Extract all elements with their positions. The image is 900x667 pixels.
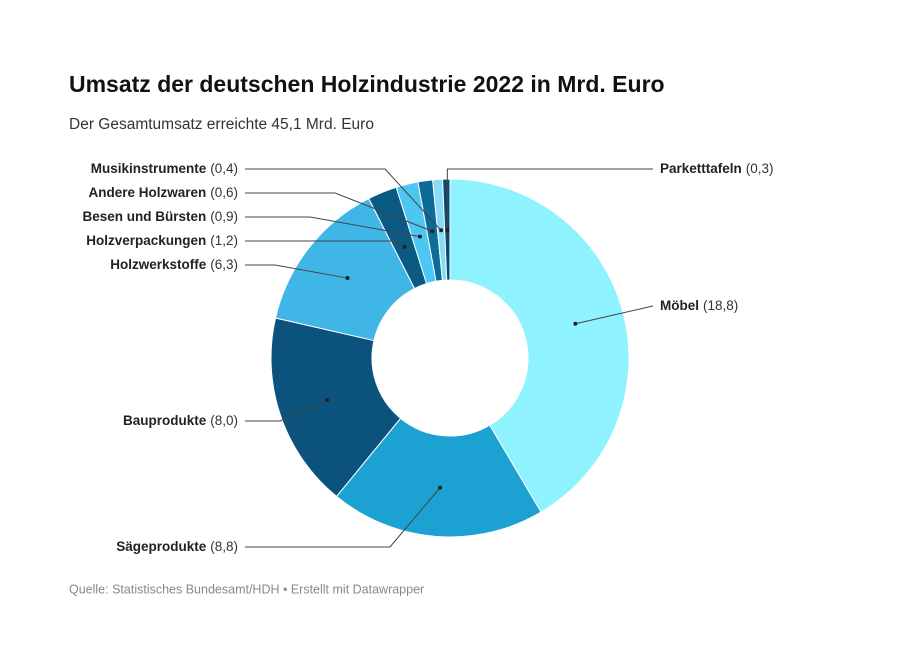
leader-dot	[445, 228, 450, 233]
slice-name: Bauprodukte	[123, 413, 207, 428]
slice-value: (8,8)	[210, 539, 238, 554]
slice-value: (0,6)	[210, 185, 238, 200]
slice-label: Parketttafeln (0,3)	[660, 161, 774, 176]
leader-line	[245, 264, 348, 279]
slice	[449, 178, 630, 513]
slice-label: Andere Holzwaren (0,6)	[88, 185, 238, 200]
leader-line	[446, 168, 653, 231]
slice-label: Bauprodukte (8,0)	[123, 413, 238, 428]
leader-line	[245, 168, 442, 231]
slice-label: Musikinstrumente (0,4)	[91, 161, 238, 176]
leader-dot	[324, 398, 329, 403]
slice-value: (0,4)	[210, 161, 238, 176]
slice-label: Holzwerkstoffe (6,3)	[110, 257, 238, 272]
slice	[270, 317, 402, 498]
slice-label: Möbel (18,8)	[660, 298, 738, 313]
slice-label: Sägeprodukte (8,8)	[116, 539, 238, 554]
leader-dot	[573, 321, 578, 326]
slice-name: Möbel	[660, 298, 699, 313]
slice-name: Parketttafeln	[660, 161, 742, 176]
leader-dot	[417, 234, 422, 239]
slice-value: (6,3)	[210, 257, 238, 272]
leader-line	[245, 399, 328, 422]
leader-dot	[438, 485, 443, 490]
slice	[274, 197, 416, 342]
slice-value: (18,8)	[703, 298, 738, 313]
slice-name: Besen und Bürsten	[82, 209, 206, 224]
slice-label: Holzverpackungen (1,2)	[86, 233, 238, 248]
leader-dot	[439, 228, 444, 233]
slice-name: Musikinstrumente	[91, 161, 207, 176]
slice-label: Besen und Bürsten (0,9)	[82, 209, 238, 224]
leader-line	[245, 487, 441, 548]
chart-subtitle: Der Gesamtumsatz erreichte 45,1 Mrd. Eur…	[69, 116, 374, 133]
slice-value: (0,3)	[746, 161, 774, 176]
leader-dot	[402, 244, 407, 249]
source: Quelle: Statistisches Bundesamt/HDH • Er…	[69, 582, 424, 596]
leader-dot	[345, 276, 350, 281]
chart-title: Umsatz der deutschen Holzindustrie 2022 …	[69, 71, 665, 97]
slice	[335, 417, 542, 538]
slice-value: (8,0)	[210, 413, 238, 428]
slice-name: Holzverpackungen	[86, 233, 206, 248]
slice-value: (1,2)	[210, 233, 238, 248]
slice-name: Andere Holzwaren	[88, 185, 206, 200]
slice-name: Holzwerkstoffe	[110, 257, 207, 272]
leader-line	[245, 240, 405, 248]
leader-line	[245, 216, 421, 238]
slice-value: (0,9)	[210, 209, 238, 224]
leader-dot	[430, 229, 435, 234]
leader-line	[245, 192, 433, 232]
leader-line	[575, 305, 654, 325]
slice-name: Sägeprodukte	[116, 539, 207, 554]
